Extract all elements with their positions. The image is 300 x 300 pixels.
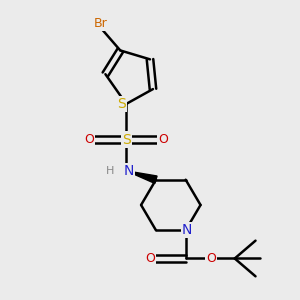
Polygon shape — [126, 171, 157, 183]
Text: O: O — [158, 133, 168, 146]
Text: N: N — [124, 164, 134, 178]
Text: O: O — [206, 252, 216, 265]
Text: S: S — [122, 133, 130, 147]
Text: N: N — [182, 223, 192, 237]
Text: H: H — [106, 166, 114, 176]
Text: O: O — [84, 133, 94, 146]
Text: Br: Br — [94, 17, 108, 30]
Text: S: S — [117, 97, 126, 111]
Text: O: O — [145, 252, 155, 265]
